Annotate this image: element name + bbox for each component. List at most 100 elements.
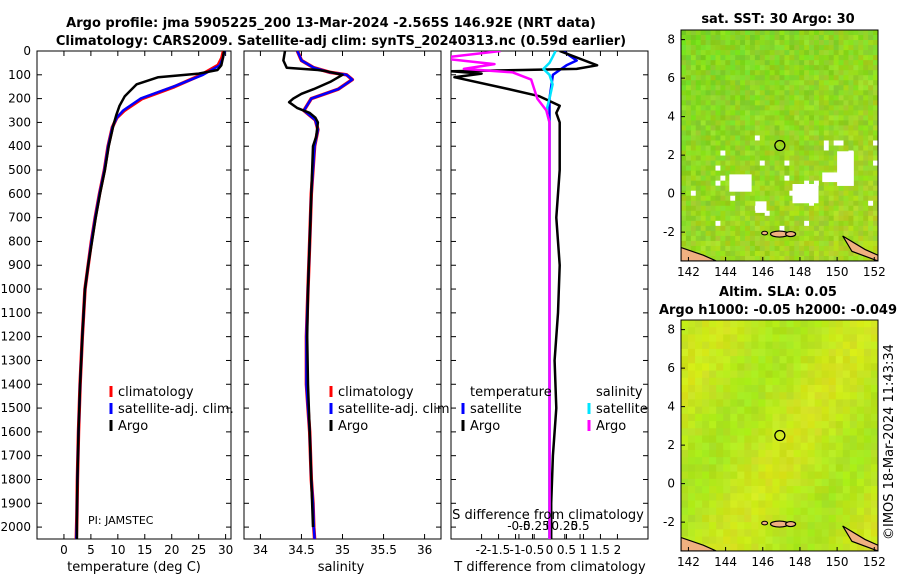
sst-map-cell <box>690 150 697 156</box>
sst-map-cell <box>759 155 766 161</box>
sst-map-cell <box>794 145 800 151</box>
sla-map-cell <box>800 493 809 501</box>
temperature-ytick-label: 200 <box>8 92 31 106</box>
sst-map-cell <box>705 120 711 126</box>
sst-map-cell <box>838 90 844 96</box>
sst-map-cell <box>774 70 780 76</box>
sla-map-cell <box>821 399 830 408</box>
sla-map-cell <box>849 471 858 480</box>
sst-map-cell <box>818 255 825 261</box>
sla-map-cell <box>744 320 752 328</box>
sst-map-cell <box>700 70 707 76</box>
sla-map-cell <box>870 356 878 364</box>
sst-map-cell <box>740 225 746 232</box>
sla-map-cell <box>695 529 703 537</box>
sla-map-cell <box>821 428 830 436</box>
sst-map-cell <box>868 115 874 121</box>
sst-map-cell <box>710 130 716 136</box>
sst-map-cell <box>695 85 702 91</box>
sla-map-cell <box>842 471 851 480</box>
sst-map-cell <box>858 155 864 161</box>
sla-map-cell <box>842 435 851 444</box>
sst-map-cell <box>710 245 716 252</box>
sst-map-cell <box>794 45 800 51</box>
sla-map-cell <box>730 471 738 480</box>
sla-map-cell <box>681 392 689 400</box>
sla-map-cell <box>835 507 844 516</box>
sla-map-cell <box>716 529 724 537</box>
sst-map-cell <box>873 60 878 66</box>
sst-map-cell <box>740 165 746 172</box>
sst-map-cell <box>828 165 835 172</box>
sst-map-cell <box>784 245 790 252</box>
sst-map-cell <box>809 135 815 141</box>
sst-map-cell <box>754 230 761 237</box>
sst-map-cell <box>754 95 761 101</box>
sst-map-cell <box>813 180 820 187</box>
sst-map-cell <box>794 200 800 207</box>
sst-map-cell <box>705 100 711 106</box>
sst-map-cell <box>690 135 697 141</box>
sst-map-cell <box>695 105 702 111</box>
sst-map-cell <box>725 35 731 41</box>
sla-map-cell <box>737 522 745 530</box>
sla-map-cell <box>800 435 809 444</box>
sla-map-cell <box>856 406 865 415</box>
sst-map-cell <box>838 35 844 41</box>
temperature-ytick-label: 1300 <box>0 353 31 367</box>
sst-map-cell <box>774 140 780 146</box>
sst-map-cell <box>745 50 751 56</box>
sla-map-cell <box>793 486 802 494</box>
sst-map-cell <box>720 55 726 61</box>
sla-map-cell <box>751 406 759 415</box>
sla-map-cell <box>842 399 851 408</box>
sla-map-cell <box>737 399 745 408</box>
sst-map-cell <box>818 155 825 161</box>
sst-map-cell <box>823 240 830 247</box>
sla-map-cell <box>821 320 830 328</box>
sst-map-cell <box>745 240 751 247</box>
sst-map-cell <box>681 110 687 116</box>
sst-map-cell <box>863 190 869 197</box>
sst-map-cell <box>784 145 790 151</box>
sla-map-cell <box>870 392 878 400</box>
sla-map-cell <box>758 421 766 429</box>
sst-map-missing-data <box>729 174 752 192</box>
sla-map-cell <box>737 500 745 509</box>
sla-map-cell <box>702 399 710 408</box>
sla-map-cell <box>856 421 865 429</box>
sst-map-cell <box>754 70 761 76</box>
sst-map-cell <box>725 80 731 86</box>
temperature-ytick-label: 1500 <box>0 401 31 415</box>
sst-map-cell <box>690 105 697 111</box>
sla-map-cell <box>779 377 787 386</box>
sla-map-cell <box>681 457 689 465</box>
sst-map-cell <box>823 45 830 51</box>
sst-map-cell <box>823 70 830 76</box>
sst-map-cell <box>818 90 825 96</box>
sla-map-cell <box>786 514 794 523</box>
sst-map-cell <box>833 125 839 131</box>
sst-map-cell <box>828 210 835 217</box>
sst-map-cell <box>794 225 800 232</box>
sla-map-cell <box>702 363 710 371</box>
sst-map-cell <box>873 195 878 202</box>
sla-map-cell <box>828 514 837 523</box>
sst-map-cell <box>690 195 697 202</box>
sla-map-cell <box>821 471 830 480</box>
sla-map-cell <box>870 341 878 350</box>
sla-map-cell <box>842 370 851 379</box>
sst-map-cell <box>809 150 815 156</box>
sla-map-cell <box>821 500 830 509</box>
sla-map-cell <box>751 399 759 408</box>
sla-map-cell <box>716 457 724 465</box>
sst-map-cell <box>705 205 711 212</box>
sla-map-cell <box>709 384 717 393</box>
sla-map-cell <box>807 320 816 328</box>
sla-map-cell <box>821 356 830 364</box>
sst-map-cell <box>799 155 805 161</box>
sst-map-cell <box>873 105 878 111</box>
sla-map-cell <box>702 334 710 343</box>
sst-map-cell <box>730 110 736 116</box>
sst-map-cell <box>685 95 692 101</box>
